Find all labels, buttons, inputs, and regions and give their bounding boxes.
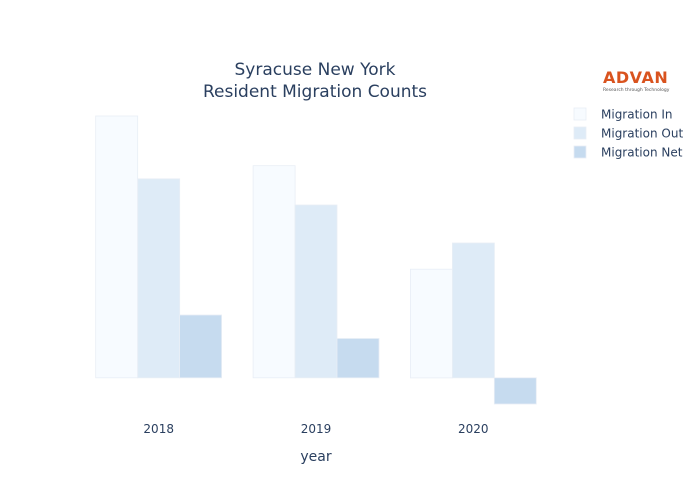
logo-tagline: Research through Technology xyxy=(603,87,670,93)
bar-migration-out-2020[interactable] xyxy=(451,242,495,379)
bar-migration-net-2018[interactable] xyxy=(179,314,223,379)
legend-swatch-migration-in[interactable] xyxy=(573,107,587,121)
legend-swatch-migration-net[interactable] xyxy=(573,145,587,159)
advan-logo: ADVAN Research through Technology xyxy=(603,68,670,93)
x-tick-2020: 2020 xyxy=(458,422,489,436)
legend[interactable]: Migration In Migration Out Migration Net xyxy=(573,107,683,160)
bar-migration-net-2019[interactable] xyxy=(336,338,380,379)
x-tick-labels: 2018 2019 2020 xyxy=(143,422,488,436)
x-tick-2018: 2018 xyxy=(143,422,174,436)
legend-label-migration-out[interactable]: Migration Out xyxy=(601,127,683,141)
bar-migration-in-2018[interactable] xyxy=(95,115,139,379)
bar-migration-out-2018[interactable] xyxy=(137,178,181,379)
bar-migration-in-2020[interactable] xyxy=(409,268,453,379)
bar-migration-net-2020[interactable] xyxy=(493,377,537,405)
logo-brand: ADVAN xyxy=(603,68,668,87)
bars-group xyxy=(95,115,537,405)
chart-title-line-1: Syracuse New York xyxy=(235,60,396,80)
x-axis-title: year xyxy=(300,449,331,465)
x-tick-2019: 2019 xyxy=(301,422,332,436)
bar-migration-out-2019[interactable] xyxy=(294,204,338,379)
legend-label-migration-in[interactable]: Migration In xyxy=(601,108,673,122)
legend-swatch-migration-out[interactable] xyxy=(573,126,587,140)
legend-label-migration-net[interactable]: Migration Net xyxy=(601,146,683,160)
bar-migration-in-2019[interactable] xyxy=(252,165,296,379)
chart-title-line-2: Resident Migration Counts xyxy=(203,82,427,102)
